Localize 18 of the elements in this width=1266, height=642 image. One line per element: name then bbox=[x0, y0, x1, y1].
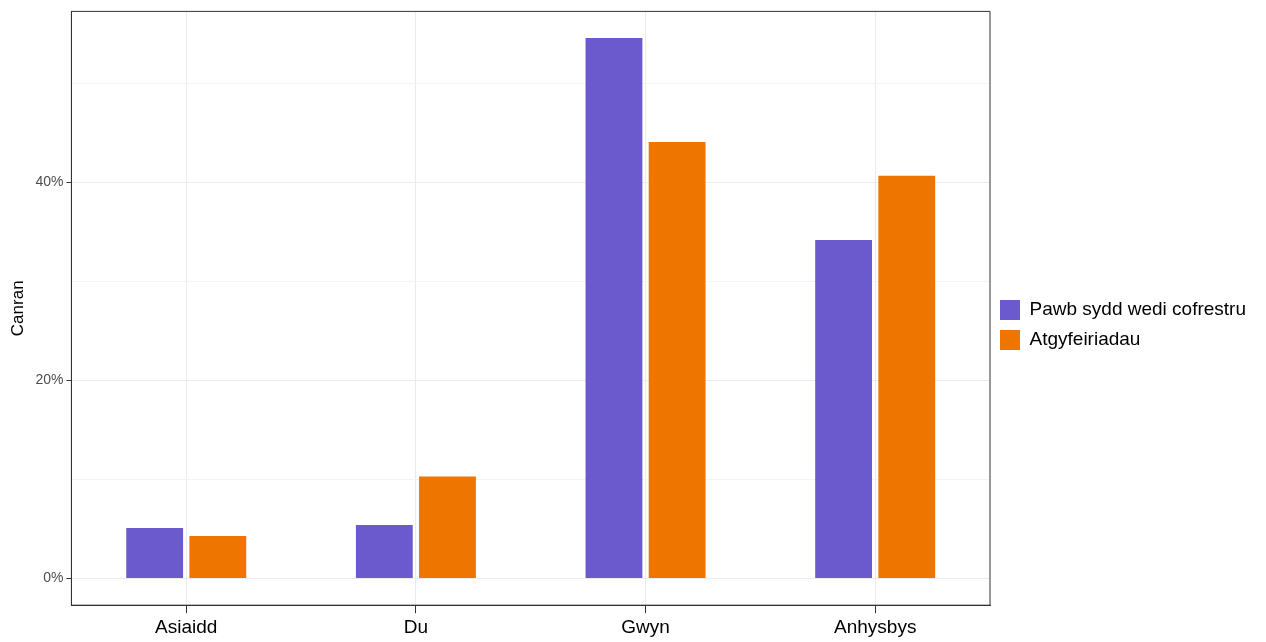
bar bbox=[648, 142, 706, 578]
bar bbox=[355, 525, 413, 578]
bar bbox=[878, 175, 936, 578]
bar bbox=[126, 528, 184, 578]
x-tick-label: Gwyn bbox=[621, 615, 670, 637]
y-tick-label: 0% bbox=[43, 569, 64, 586]
y-tick-label: 40% bbox=[35, 173, 64, 190]
bar bbox=[585, 38, 643, 578]
legend-label: Pawb sydd wedi cofrestru bbox=[1029, 298, 1247, 320]
x-tick-label: Anhysbys bbox=[834, 615, 917, 637]
bar bbox=[419, 476, 476, 578]
x-tick-label: Du bbox=[403, 615, 429, 637]
y-tick-label: 20% bbox=[35, 371, 64, 388]
legend-label: Atgyfeiriadau bbox=[1029, 328, 1141, 350]
y-axis-title: Canran bbox=[7, 280, 27, 337]
bar bbox=[189, 535, 247, 578]
bar bbox=[815, 240, 873, 578]
x-tick-label: Asiaidd bbox=[155, 615, 218, 637]
